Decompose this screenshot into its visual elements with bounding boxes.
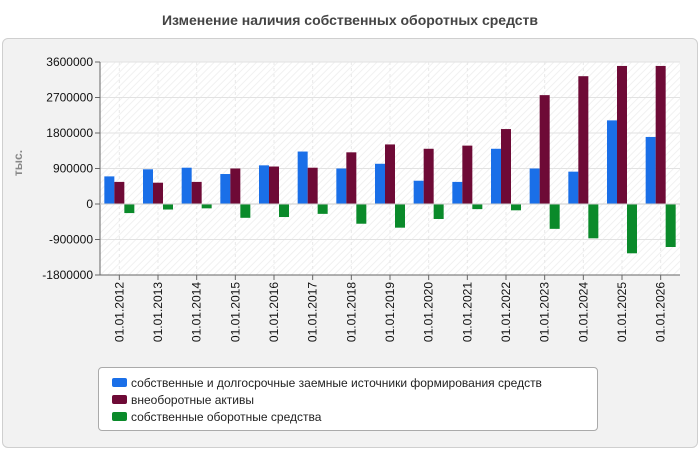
legend-swatch	[112, 378, 127, 387]
bar	[501, 129, 511, 204]
x-tick-label: 01.01.2021	[460, 282, 474, 342]
bar	[665, 204, 676, 247]
bar	[413, 180, 424, 204]
axis-layer: 3600000 2700000 1800000 900000 0 -900000 -1800…	[42, 55, 680, 342]
y-tick-label: 3600000	[46, 55, 93, 69]
x-tick-label: 01.01.2025	[615, 282, 629, 342]
bar	[317, 204, 328, 214]
bar	[240, 204, 251, 218]
x-tick-label: 01.01.2014	[190, 282, 204, 342]
legend-swatch	[112, 412, 127, 421]
x-tick-label: 01.01.2024	[576, 282, 590, 342]
bar	[472, 204, 483, 210]
bar	[336, 168, 347, 204]
bar	[104, 176, 115, 204]
legend-item-noncurrent-assets: внеоборотные активы	[99, 391, 597, 408]
x-tick-label: 01.01.2022	[499, 282, 513, 342]
bar	[191, 181, 202, 204]
bar	[588, 204, 599, 239]
bar	[655, 65, 666, 204]
legend-label: собственные оборотные средства	[131, 409, 322, 424]
bar-layer	[104, 65, 676, 254]
bar	[627, 204, 637, 254]
y-axis-label: тыс.	[11, 150, 25, 176]
x-tick-label: 01.01.2016	[267, 282, 281, 342]
bar	[181, 167, 192, 204]
y-tick-label: -1800000	[42, 268, 93, 282]
legend-label: собственные и долгосрочные заемные источ…	[131, 375, 542, 390]
y-tick-label: 0	[86, 197, 93, 211]
bar	[163, 204, 173, 210]
bar	[539, 95, 550, 204]
bar	[549, 204, 560, 229]
x-tick-label: 01.01.2018	[344, 282, 358, 342]
bar	[529, 168, 540, 204]
bar	[578, 76, 589, 204]
bar	[114, 181, 125, 204]
y-tick-label: 900000	[53, 162, 93, 176]
bar	[645, 136, 656, 204]
legend-swatch	[112, 395, 127, 404]
bar	[346, 152, 357, 204]
bar	[279, 204, 289, 218]
legend-item-sources: собственные и долгосрочные заемные источ…	[99, 374, 597, 391]
bar	[297, 151, 308, 204]
x-tick-label: 01.01.2015	[228, 282, 242, 342]
bar	[433, 204, 444, 219]
x-tick-label: 01.01.2019	[383, 282, 397, 342]
y-tick-label: 2700000	[46, 91, 93, 105]
bar	[259, 165, 269, 204]
y-tick-label: 1800000	[46, 126, 93, 140]
bar	[491, 148, 501, 204]
bar	[511, 204, 521, 211]
bar	[201, 204, 212, 209]
x-tick-label: 01.01.2012	[112, 282, 126, 342]
bar	[220, 174, 231, 204]
bar	[269, 166, 279, 204]
bar	[143, 169, 153, 204]
legend: собственные и долгосрочные заемные источ…	[98, 367, 598, 431]
bar	[307, 167, 318, 204]
bar	[395, 204, 405, 228]
bar	[153, 182, 163, 204]
bar	[356, 204, 367, 224]
y-tick-label: -900000	[49, 233, 93, 247]
bar	[423, 148, 434, 204]
bar	[462, 145, 473, 204]
x-tick-label: 01.01.2020	[422, 282, 436, 342]
legend-label: внеоборотные активы	[131, 392, 254, 407]
legend-item-working-capital: собственные оборотные средства	[99, 408, 597, 425]
bar	[452, 181, 463, 204]
bar	[568, 171, 579, 204]
bar	[375, 163, 385, 204]
bar	[385, 144, 395, 204]
x-tick-label: 01.01.2026	[654, 282, 668, 342]
bar	[607, 120, 617, 204]
bar	[230, 168, 241, 204]
x-tick-label: 01.01.2023	[538, 282, 552, 342]
bar	[124, 204, 135, 214]
bar	[617, 65, 627, 204]
chart-title: Изменение наличия собственных оборотных …	[161, 12, 539, 28]
x-tick-label: 01.01.2013	[151, 282, 165, 342]
x-tick-label: 01.01.2017	[306, 282, 320, 342]
